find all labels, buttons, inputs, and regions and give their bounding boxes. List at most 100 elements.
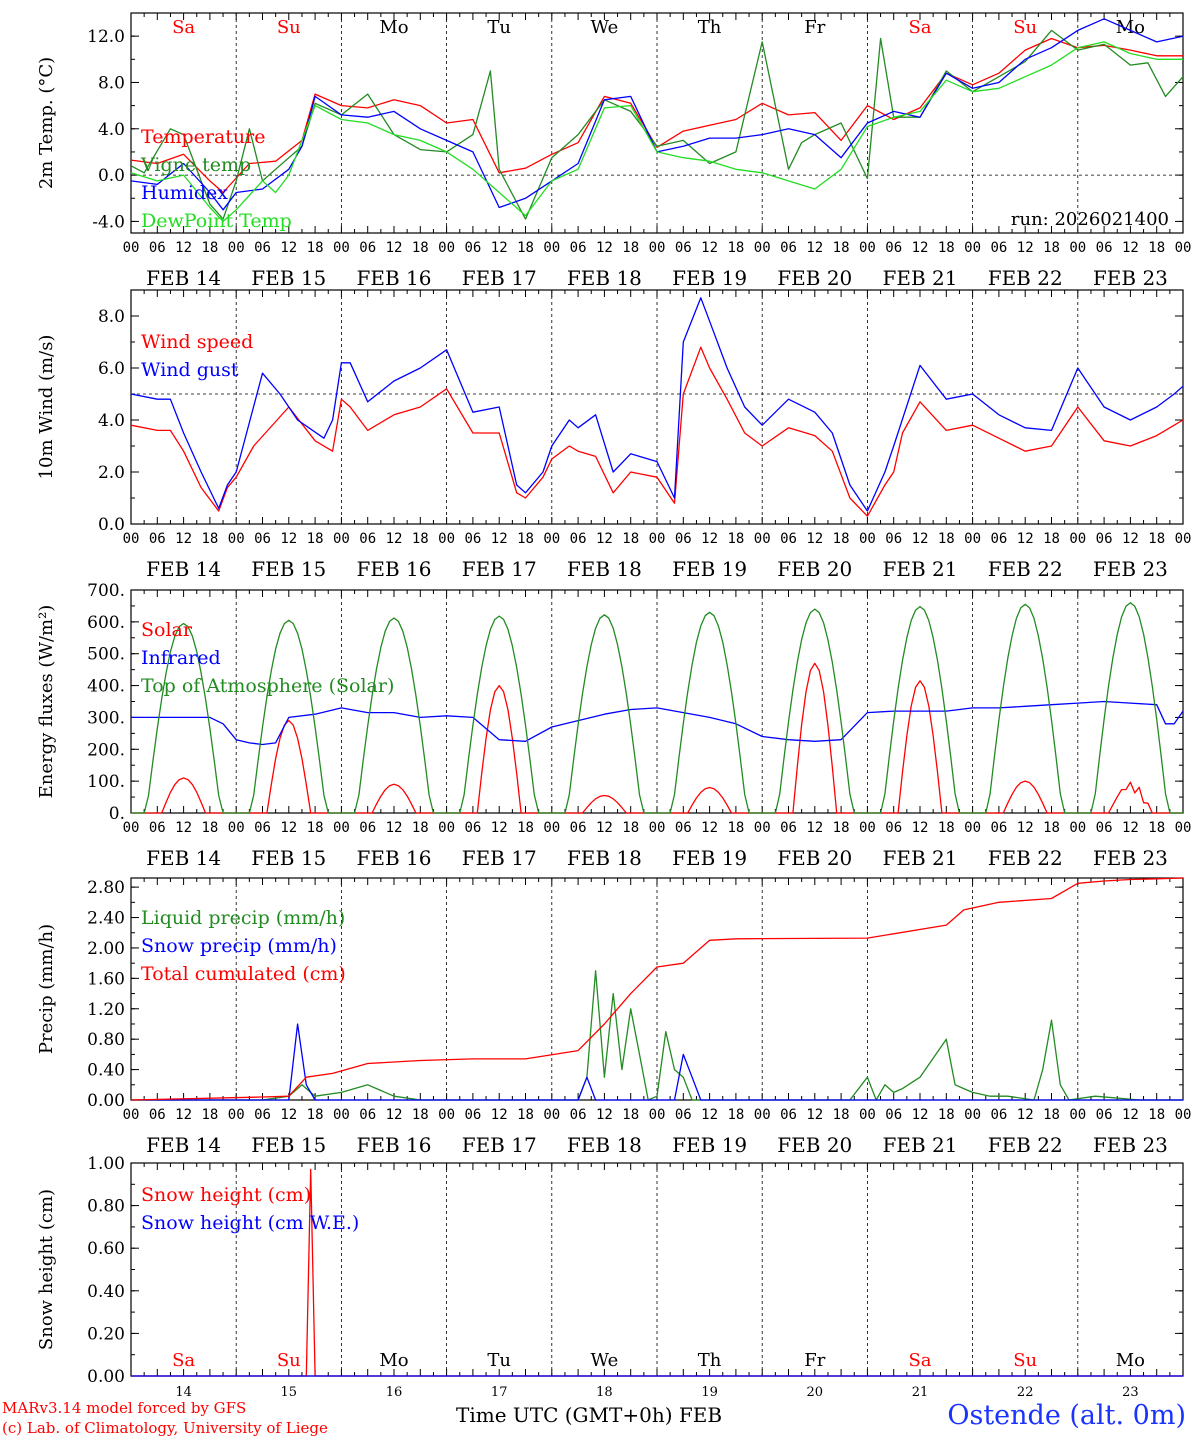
series-line-humidex (130, 18, 1184, 211)
y-tick-label: 8.0 (98, 307, 125, 327)
x-hour-label: 00 (754, 531, 771, 547)
y-tick-label: 0.0 (98, 166, 125, 186)
x-date-label: FEB 22 (988, 1133, 1063, 1157)
x-hour-label: 00 (333, 1107, 350, 1123)
x-hour-label: 18 (833, 1107, 850, 1123)
x-date-label: FEB 21 (883, 557, 958, 581)
x-hour-label: 12 (912, 531, 929, 547)
x-hour-label: 12 (491, 531, 508, 547)
x-date-label: FEB 23 (1093, 846, 1168, 870)
y-tick-label: 4.0 (98, 411, 125, 431)
panel-snow: 0.00 0.20 0.40 0.60 0.80 1.00 Snow height (cm)… (36, 1154, 1184, 1400)
x-hour-label: 18 (938, 240, 955, 256)
series-line-infrared (131, 700, 1184, 746)
x-hour-label: 06 (780, 531, 797, 547)
x-hour-label: 06 (885, 531, 902, 547)
weekday-label: Sa (172, 17, 195, 38)
series-line-dewpoint-temp (130, 41, 1183, 223)
x-hour-label: 12 (175, 240, 192, 256)
x-hour-label: 06 (254, 820, 271, 836)
x-hour-label: 00 (649, 531, 666, 547)
y-tick-label: 0.80 (87, 1197, 125, 1217)
series-line-total-cumulated-cm- (130, 877, 1184, 1101)
legend-entry: Top of Atmosphere (Solar) (141, 675, 394, 697)
x-hour-label: 12 (175, 820, 192, 836)
x-hour-label: 06 (675, 820, 692, 836)
x-hour-label: 18 (412, 820, 429, 836)
legend-entry: Total cumulated (cm) (141, 963, 346, 985)
y-axis-label: 10m Wind (m/s) (36, 335, 57, 480)
x-date-label: FEB 21 (883, 1133, 958, 1157)
x-date-label: FEB 17 (462, 266, 537, 290)
x-day-number: 16 (386, 1385, 403, 1400)
x-date-label: FEB 21 (883, 266, 958, 290)
x-hour-label: 12 (596, 531, 613, 547)
x-hour-label: 18 (201, 240, 218, 256)
y-tick-label: 400. (87, 677, 125, 697)
legend-entry: Liquid precip (mm/h) (141, 907, 345, 929)
x-hour-label: 00 (333, 820, 350, 836)
x-hour-label: 00 (964, 820, 981, 836)
weekday-label: Su (1013, 17, 1037, 38)
x-hour-label: 06 (359, 820, 376, 836)
x-day-number: 17 (491, 1385, 508, 1400)
x-hour-label: 06 (1096, 1107, 1113, 1123)
x-hour-label: 18 (622, 820, 639, 836)
x-hour-label: 12 (175, 1107, 192, 1123)
x-date-label: FEB 14 (146, 557, 221, 581)
x-day-number: 22 (1017, 1385, 1034, 1400)
x-hour-label: 06 (149, 531, 166, 547)
x-hour-label: 18 (307, 240, 324, 256)
x-hour-label: 18 (201, 820, 218, 836)
x-date-label: FEB 18 (567, 1133, 642, 1157)
x-date-label: FEB 16 (357, 266, 432, 290)
y-tick-label: 12.0 (87, 27, 125, 47)
x-day-number: 21 (912, 1385, 929, 1400)
y-axis-label: Precip (mm/h) (36, 924, 57, 1054)
legend-entry: Temperature (141, 126, 265, 148)
x-date-label: FEB 17 (462, 846, 537, 870)
x-hour-label: 18 (1043, 531, 1060, 547)
x-hour-label: 12 (701, 240, 718, 256)
x-date-label: FEB 20 (777, 266, 852, 290)
y-tick-label: 0.0 (98, 515, 125, 535)
x-hour-label: 18 (412, 240, 429, 256)
x-axis-title-text: Time UTC (GMT+0h) (456, 1403, 673, 1427)
x-hour-label: 06 (464, 820, 481, 836)
x-hour-label: 12 (806, 531, 823, 547)
x-hour-label: 00 (123, 1107, 140, 1123)
x-date-label: FEB 16 (357, 557, 432, 581)
x-hour-label: 18 (833, 240, 850, 256)
x-hour-label: 18 (1148, 531, 1165, 547)
x-hour-label: 12 (596, 1107, 613, 1123)
legend-entry: Snow height (cm) (141, 1184, 311, 1206)
weekday-label: We (591, 17, 619, 38)
x-date-label: FEB 15 (251, 266, 326, 290)
y-tick-label: 1.60 (87, 969, 125, 989)
y-tick-label: 0.40 (87, 1061, 125, 1081)
y-tick-label: 1.20 (87, 1000, 125, 1020)
series-line-snow-precip-mm-h- (131, 1023, 1183, 1101)
x-date-label: FEB 23 (1093, 266, 1168, 290)
weekday-label: Sa (172, 1350, 195, 1371)
x-hour-label: 00 (438, 820, 455, 836)
x-hour-label: 06 (570, 820, 587, 836)
weekday-label: Mo (379, 1350, 408, 1371)
x-hour-label: 18 (938, 1107, 955, 1123)
y-tick-label: 8.0 (98, 73, 125, 93)
x-hour-label: 18 (307, 1107, 324, 1123)
y-axis-label: 2m Temp. (°C) (36, 57, 57, 189)
panel-frame (130, 589, 1184, 814)
x-date-label: FEB 22 (988, 557, 1063, 581)
series-line-wind-gust (130, 297, 1184, 512)
x-date-label: FEB 16 (357, 846, 432, 870)
x-day-number: 18 (596, 1385, 613, 1400)
weekday-label: Mo (1116, 1350, 1145, 1371)
x-hour-label: 12 (806, 820, 823, 836)
x-hour-label: 00 (859, 531, 876, 547)
x-date-label: FEB 19 (672, 266, 747, 290)
x-hour-label: 06 (990, 820, 1007, 836)
x-hour-label: 18 (833, 820, 850, 836)
y-axis-label: Snow height (cm) (36, 1189, 57, 1350)
x-hour-label: 06 (464, 240, 481, 256)
